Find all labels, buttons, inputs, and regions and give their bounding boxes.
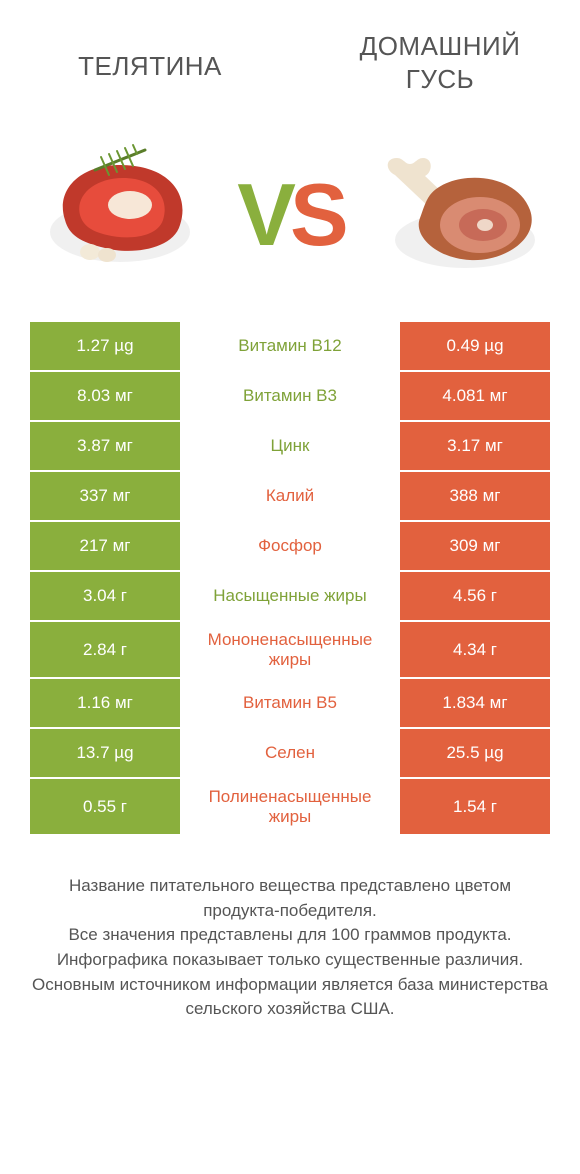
footer-line: Основным источником информации является … [30,973,550,1022]
table-row: 13.7 µgСелен25.5 µg [30,727,550,777]
value-right: 3.17 мг [400,422,550,470]
value-right: 4.081 мг [400,372,550,420]
nutrient-label: Калий [180,472,400,520]
value-right: 388 мг [400,472,550,520]
value-left: 3.04 г [30,572,180,620]
value-right: 309 мг [400,522,550,570]
nutrient-label: Насыщенные жиры [180,572,400,620]
title-right: ДОМАШНИЙ ГУСЬ [330,30,550,95]
table-row: 1.27 µgВитамин B120.49 µg [30,320,550,370]
nutrient-label: Витамин B3 [180,372,400,420]
value-left: 1.16 мг [30,679,180,727]
value-right: 1.54 г [400,779,550,834]
food-image-left [35,140,205,280]
value-left: 13.7 µg [30,729,180,777]
value-right: 1.834 мг [400,679,550,727]
nutrient-label: Полиненасыщенные жиры [180,779,400,834]
food-image-right [375,140,545,280]
value-left: 1.27 µg [30,322,180,370]
table-row: 2.84 гМононенасыщенные жиры4.34 г [30,620,550,677]
footer-notes: Название питательного вещества представл… [30,874,550,1022]
nutrient-label: Фосфор [180,522,400,570]
table-row: 0.55 гПолиненасыщенные жиры1.54 г [30,777,550,834]
value-right: 4.56 г [400,572,550,620]
value-left: 8.03 мг [30,372,180,420]
value-left: 3.87 мг [30,422,180,470]
value-left: 0.55 г [30,779,180,834]
vs-letter-s: S [290,165,343,264]
nutrient-label: Витамин B5 [180,679,400,727]
footer-line: Название питательного вещества представл… [30,874,550,923]
footer-line: Инфографика показывает только существенн… [30,948,550,973]
header-titles: ТЕЛЯТИНА ДОМАШНИЙ ГУСЬ [0,0,580,120]
nutrient-label: Витамин B12 [180,322,400,370]
nutrient-label: Мононенасыщенные жиры [180,622,400,677]
value-right: 25.5 µg [400,729,550,777]
table-row: 3.04 гНасыщенные жиры4.56 г [30,570,550,620]
table-row: 337 мгКалий388 мг [30,470,550,520]
title-left: ТЕЛЯТИНА [40,50,260,83]
value-left: 337 мг [30,472,180,520]
value-left: 217 мг [30,522,180,570]
table-row: 3.87 мгЦинк3.17 мг [30,420,550,470]
value-right: 0.49 µg [400,322,550,370]
nutrient-label: Селен [180,729,400,777]
footer-line: Все значения представлены для 100 граммо… [30,923,550,948]
vs-label: VS [237,164,342,266]
table-row: 217 мгФосфор309 мг [30,520,550,570]
table-row: 1.16 мгВитамин B51.834 мг [30,677,550,727]
value-left: 2.84 г [30,622,180,677]
value-right: 4.34 г [400,622,550,677]
comparison-table: 1.27 µgВитамин B120.49 µg8.03 мгВитамин … [30,320,550,834]
nutrient-label: Цинк [180,422,400,470]
vs-letter-v: V [237,165,290,264]
vs-row: VS [0,120,580,320]
table-row: 8.03 мгВитамин B34.081 мг [30,370,550,420]
